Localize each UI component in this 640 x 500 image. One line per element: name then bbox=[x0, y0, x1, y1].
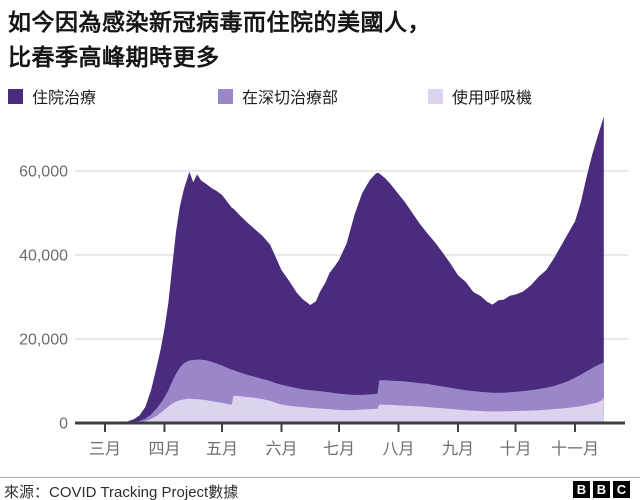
area-chart-svg: 0 20,000 40,000 60,000 三月 四月 五月 六月 七月 八月 九月 十月 十一月 bbox=[19, 116, 628, 458]
x-axis-label-十月: 十月 bbox=[500, 440, 532, 458]
x-axis-label-七月: 七月 bbox=[323, 440, 355, 458]
x-axis-label-九月: 九月 bbox=[442, 440, 474, 458]
x-axis-label-六月: 六月 bbox=[265, 440, 297, 458]
legend-swatch-icu bbox=[218, 88, 233, 104]
y-axis-label-40000: 40,000 bbox=[19, 248, 68, 265]
x-axis-label-三月: 三月 bbox=[89, 441, 121, 458]
x-axis-label-十一月: 十一月 bbox=[551, 440, 599, 458]
legend-swatch-hospitalized bbox=[8, 88, 23, 104]
chart-title-line1: 如今因為感染新冠病毒而住院的美國人， bbox=[8, 9, 431, 35]
bbc-logo-block: C bbox=[613, 481, 630, 498]
legend-label-ventilator: 使用呼吸機 bbox=[452, 90, 533, 107]
legend-swatch-ventilator bbox=[428, 88, 443, 104]
legend-item-hospitalized: 住院治療 bbox=[8, 84, 96, 108]
bbc-logo: B B C bbox=[573, 481, 630, 498]
chart-legend: 住院治療 在深切治療部 使用呼吸機 bbox=[8, 84, 634, 108]
source-caption: 來源：COVID Tracking Project數據 bbox=[4, 484, 239, 500]
footer-divider bbox=[0, 477, 640, 478]
area-series-ventilator bbox=[105, 395, 604, 423]
y-axis-label-60000: 60,000 bbox=[19, 164, 68, 181]
x-axis-label-五月: 五月 bbox=[206, 441, 238, 458]
y-axis-label-20000: 20,000 bbox=[19, 332, 68, 349]
bbc-logo-block: B bbox=[573, 481, 590, 498]
legend-label-icu: 在深切治療部 bbox=[242, 90, 339, 107]
x-axis-label-四月: 四月 bbox=[148, 441, 180, 458]
legend-label-hospitalized: 住院治療 bbox=[32, 90, 97, 107]
x-axis-label-八月: 八月 bbox=[383, 441, 415, 458]
legend-item-icu: 在深切治療部 bbox=[218, 84, 338, 108]
chart-title-line2: 比春季高峰期時更多 bbox=[8, 44, 220, 70]
y-axis-label-0: 0 bbox=[59, 416, 68, 433]
area-series-hospitalized bbox=[105, 116, 604, 424]
chart-title: 如今因為感染新冠病毒而住院的美國人， 比春季高峰期時更多 bbox=[8, 5, 431, 75]
legend-item-ventilator: 使用呼吸機 bbox=[428, 84, 532, 108]
bbc-logo-block: B bbox=[593, 481, 610, 498]
